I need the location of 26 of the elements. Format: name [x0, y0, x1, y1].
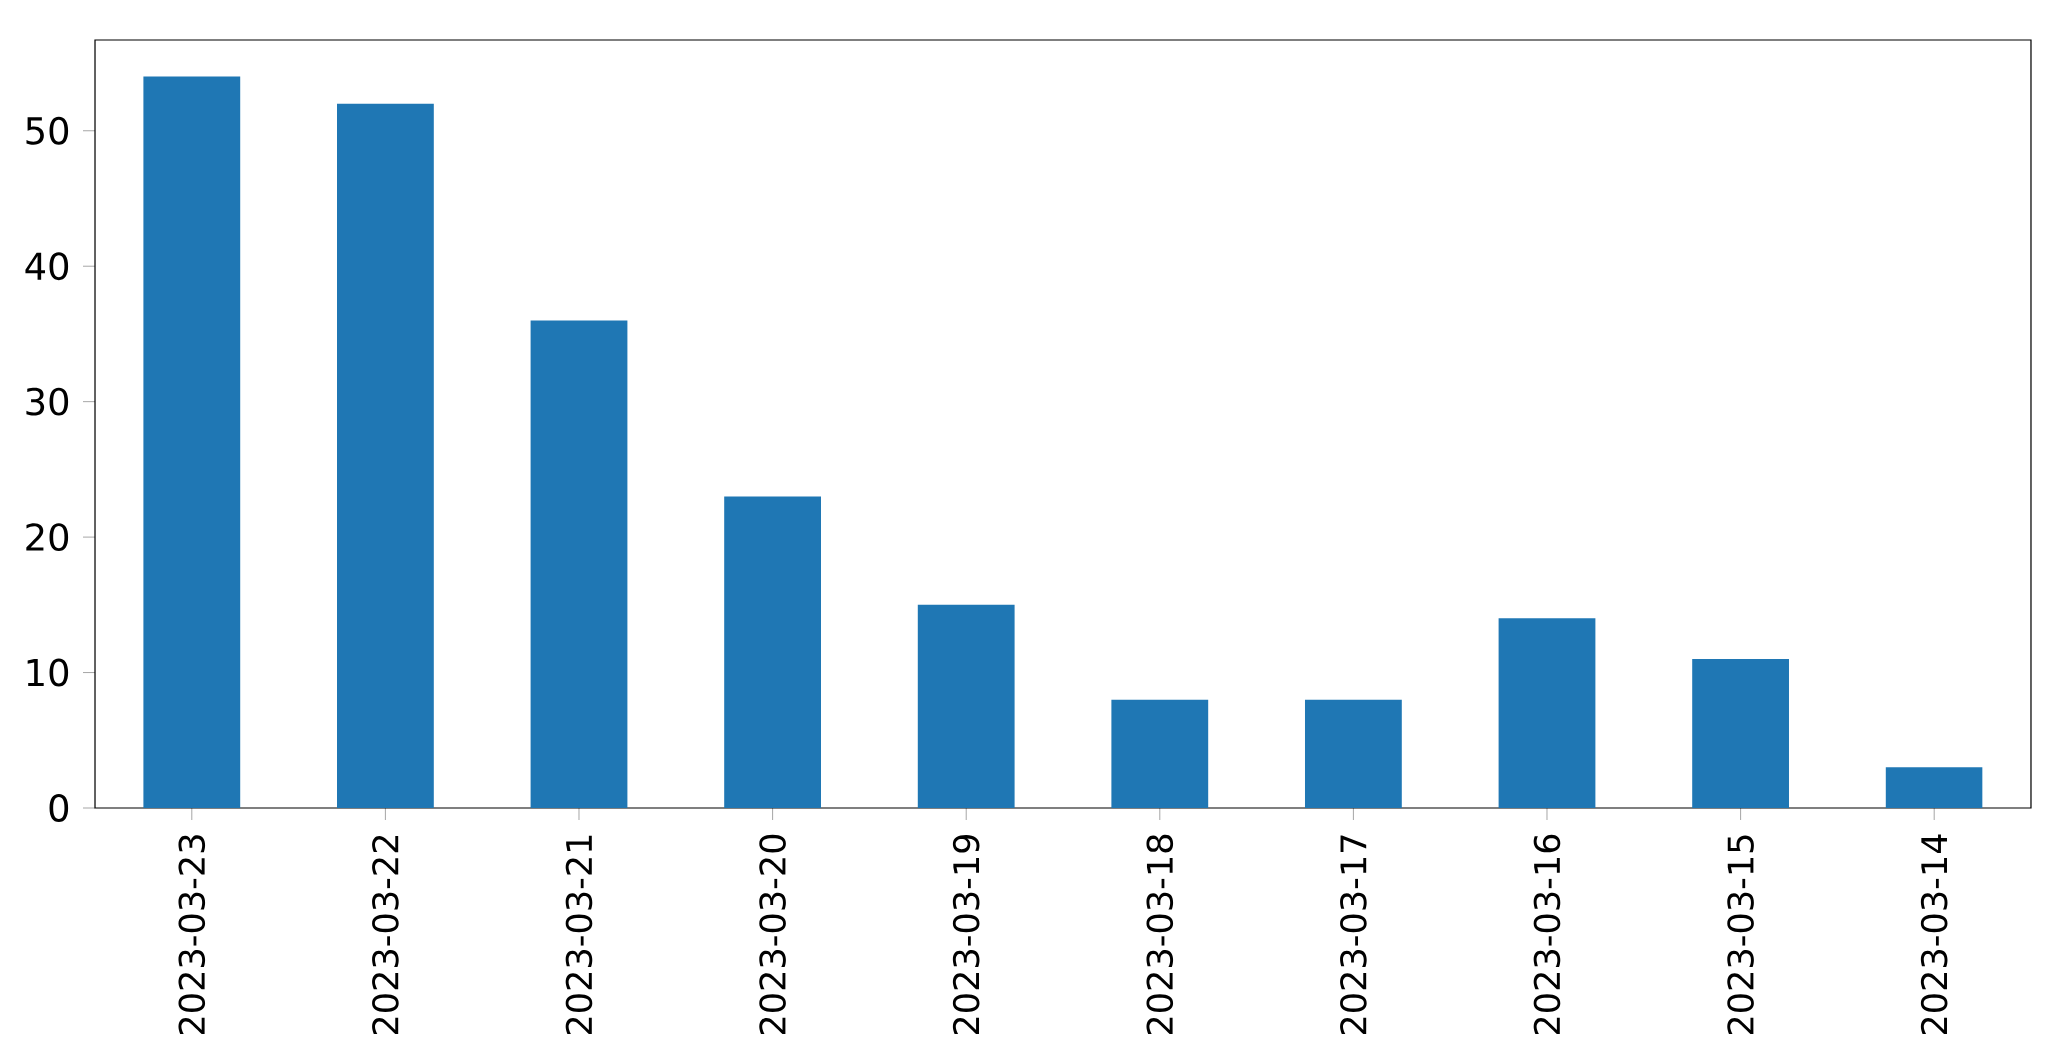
y-tick-label: 10 [27, 658, 69, 687]
bar [724, 496, 821, 808]
x-tick-label: 2023-03-19 [952, 834, 980, 1035]
x-tick-label: 2023-03-17 [1340, 835, 1367, 1035]
x-tick-label: 2023-03-22 [372, 835, 399, 1035]
bar [1885, 767, 1983, 808]
y-tick-label: 20 [26, 523, 69, 552]
bar [1304, 699, 1402, 808]
y-tick-label: 0 [49, 794, 69, 822]
bar [530, 320, 628, 808]
x-tick-label: 2023-03-21 [565, 835, 593, 1035]
y-tick-label: 40 [25, 252, 69, 281]
x-tick-label: 2023-03-14 [1920, 834, 1948, 1035]
bar [143, 76, 241, 808]
bar [337, 103, 434, 808]
x-tick-label: 2023-03-23 [178, 835, 206, 1035]
x-tick-label: 2023-03-16 [1533, 834, 1561, 1035]
x-tick-label: 2023-03-18 [1146, 834, 1174, 1035]
x-tick-label: 2023-03-20 [759, 834, 786, 1035]
bar [917, 604, 1015, 808]
x-tick-label: 2023-03-15 [1727, 835, 1754, 1035]
bar [1692, 659, 1789, 808]
bar [1111, 699, 1209, 808]
y-tick-label: 50 [26, 116, 69, 145]
y-tick-label: 30 [26, 387, 69, 416]
bar [1498, 618, 1596, 808]
